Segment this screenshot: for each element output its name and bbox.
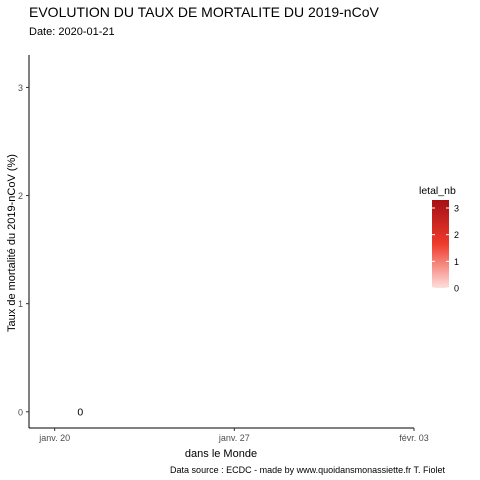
- data-point-label: 0: [77, 406, 83, 418]
- legend-tick-label: 0: [454, 284, 459, 294]
- legend-title: letal_nb: [419, 185, 456, 197]
- legend-tick-label: 1: [454, 257, 459, 267]
- x-tick-label: janv. 27: [218, 433, 250, 443]
- legend-tick-label: 3: [454, 204, 459, 214]
- y-tick-label: 1: [18, 299, 23, 309]
- x-tick-label: janv. 20: [38, 433, 70, 443]
- chart-caption: Data source : ECDC - made by www.quoidan…: [170, 465, 445, 475]
- plot-area: 0 1 2 3 janv. 20 janv. 27 févr. 03 0: [18, 55, 429, 443]
- chart-subtitle: Date: 2020-01-21: [29, 26, 115, 38]
- x-tick-label: févr. 03: [399, 433, 429, 443]
- y-tick-label: 2: [18, 191, 23, 201]
- legend-tick-label: 2: [454, 230, 459, 240]
- chart-title: EVOLUTION DU TAUX DE MORTALITE DU 2019-n…: [29, 4, 379, 20]
- y-axis-label: Taux de mortalité du 2019-nCoV (%): [6, 154, 18, 332]
- x-axis-label: dans le Monde: [185, 448, 257, 460]
- y-tick-label: 0: [18, 407, 23, 417]
- y-tick-label: 3: [18, 83, 23, 93]
- legend: letal_nb 0 1 2 3: [419, 185, 459, 294]
- legend-colorbar: [432, 200, 449, 288]
